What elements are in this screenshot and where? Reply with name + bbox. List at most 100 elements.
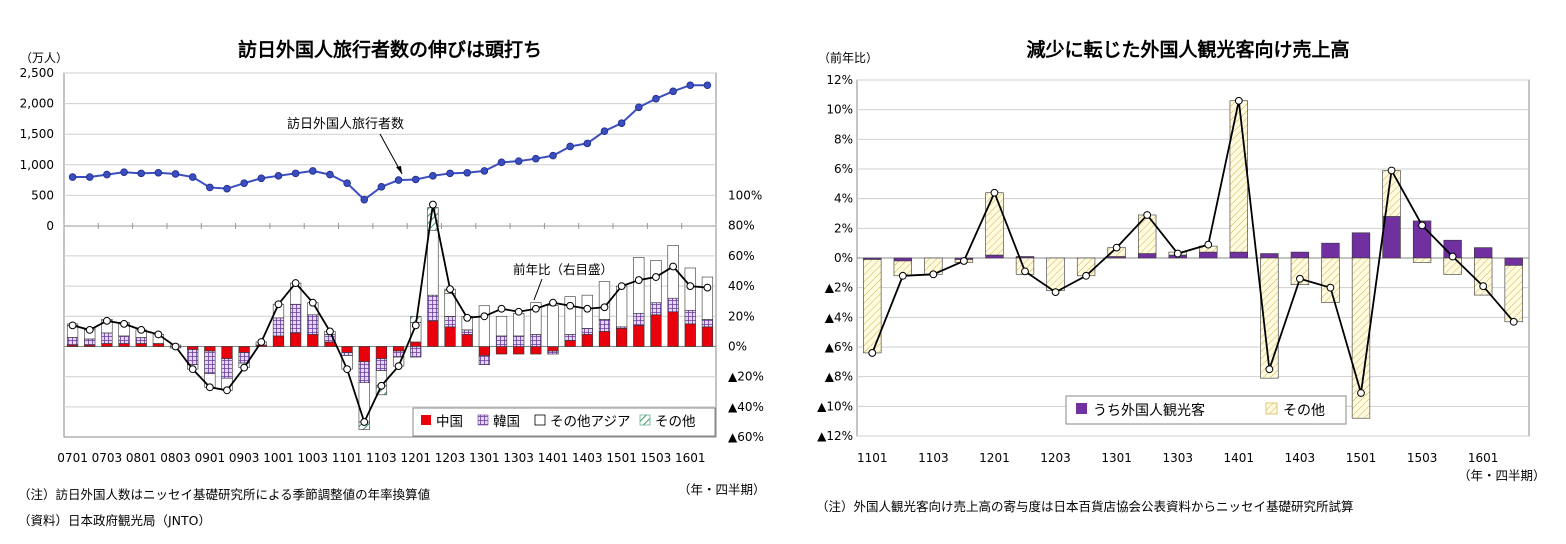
left-visitors-point	[532, 154, 540, 163]
right-yoy-point	[1082, 271, 1090, 280]
right-y-tick-label: 6%	[834, 162, 853, 176]
left-bar-segment	[530, 346, 542, 355]
right-yoy-line	[868, 96, 1518, 397]
legend-label-other: その他	[655, 414, 696, 430]
left-bar-segment	[547, 305, 559, 347]
left-visitors-point	[463, 168, 472, 177]
right-x-tick-label: 1403	[1285, 451, 1316, 465]
left-bar-segment	[118, 335, 130, 344]
right-yoy-point	[1509, 317, 1518, 326]
left-yoy-point	[652, 273, 660, 281]
left-bar-segment	[204, 350, 216, 374]
left-visitors-point	[703, 81, 712, 90]
left-bar-segment	[461, 329, 473, 335]
left-yoy-point	[85, 325, 94, 334]
left-yoy-point	[377, 381, 386, 390]
left-yoy-point	[583, 304, 592, 313]
legend-swatch-other-asia	[534, 414, 546, 426]
left-bar-segment	[392, 346, 405, 352]
left-bar-segment	[598, 281, 611, 320]
left-chart: 訪日外国人旅行者数の伸びは頭打ち （万人） 0 500 1,000 1,500 2,00…	[20, 38, 766, 497]
left-yoy-point	[326, 327, 334, 336]
left-x-tick-label: 1403	[572, 451, 603, 465]
left-yoy-point	[411, 321, 420, 330]
right-bar-foreign	[1199, 251, 1218, 259]
left-x-tick-label: 1303	[503, 451, 534, 465]
left-visitors-point	[617, 119, 626, 127]
left-visitors-point	[583, 139, 592, 148]
left-x-tick-label: 0903	[229, 451, 260, 465]
left-bar-segment	[684, 323, 696, 347]
left-visitors-point	[223, 184, 231, 193]
left-bar-segment	[444, 326, 456, 347]
left-bar-segment	[650, 314, 662, 347]
left-yoy-point	[223, 386, 231, 395]
left-bar-segment	[616, 285, 628, 328]
left-bar-segment	[547, 346, 559, 352]
left-bar-segment	[135, 337, 147, 344]
legend-label-other-r: その他	[1283, 403, 1325, 419]
left-yoy-point	[497, 304, 506, 313]
left-visitors-polyline	[72, 84, 708, 201]
left-bar-segment	[135, 343, 147, 347]
left-yoy-point	[240, 363, 249, 372]
left-yoy-point	[188, 365, 197, 374]
right-yoy-point	[1448, 252, 1457, 261]
left-bar-segment	[101, 343, 113, 347]
left-bar-segment	[701, 276, 714, 320]
left-yoy-point	[154, 330, 163, 339]
legend-label-korea: 韓国	[493, 414, 520, 430]
left-x-tick-label: 1503	[641, 451, 672, 465]
left-bar-segment	[341, 346, 353, 353]
right-x-tick-labels: 1101 1103 1201 1203 1301 1303 1401 1403 1501 1503…	[857, 451, 1498, 465]
right-y-tick-label: 2%	[834, 221, 853, 235]
left-visitors-point	[360, 195, 369, 204]
left-note: （注）訪日外国人数はニッセイ基礎研究所による季節調整値の年率換算値	[18, 487, 431, 502]
right-bar-foreign	[1290, 251, 1310, 259]
left-y-tick-label-right: 100%	[728, 189, 762, 203]
right-y-tick-label: ▲4%	[825, 310, 853, 324]
right-yoy-point	[1204, 240, 1213, 249]
left-y-tick-label-right: ▲20%	[728, 370, 764, 384]
right-bar-foreign	[1138, 253, 1157, 259]
left-visitors-point	[137, 169, 146, 178]
left-bar-segment	[581, 334, 593, 347]
left-bar-segment	[118, 343, 130, 347]
left-y-ticks-right: ▲60% ▲40% ▲20% 0% 20% 40% 60% 80% 100%	[728, 189, 764, 445]
left-visitors-point	[103, 170, 111, 179]
right-note: （注）外国人観光客向け売上高の寄与度は日本百貨店協会公表資料からニッセイ基礎研究…	[816, 499, 1354, 514]
left-bar-segment	[701, 326, 714, 347]
left-bar-segment	[684, 309, 696, 325]
right-y-tick-label: ▲8%	[825, 370, 853, 384]
right-bar-other	[1321, 257, 1340, 303]
left-visitors-point	[240, 179, 248, 187]
right-bar-foreign	[1474, 247, 1493, 259]
left-annotation-visitors: 訪日外国人旅行者数	[287, 116, 404, 132]
left-visitors-point	[291, 169, 300, 178]
legend-label-china: 中国	[436, 414, 463, 430]
right-yoy-point	[990, 188, 999, 197]
left-yoy-point	[686, 282, 695, 291]
left-x-tick-label: 1103	[366, 451, 397, 465]
right-y-tick-label: 10%	[826, 103, 853, 117]
left-y-tick-label: 1,000	[20, 158, 54, 172]
right-yoy-point	[1479, 282, 1488, 291]
left-visitors-point	[480, 167, 489, 175]
left-bar-segment	[341, 352, 353, 356]
left-bar-segment	[564, 334, 576, 341]
left-bar-segment	[598, 319, 611, 332]
left-y-tick-label-right: ▲60%	[728, 430, 764, 444]
left-bar-segment	[410, 346, 422, 358]
left-y-tick-label-right: 80%	[728, 219, 755, 233]
left-bar-segment	[495, 346, 508, 355]
left-visitors-point	[446, 169, 454, 178]
left-bar-segment	[478, 346, 490, 356]
left-bar-segment	[324, 341, 336, 347]
left-bar-segment	[513, 312, 525, 337]
left-visitors-line	[68, 81, 712, 204]
legend-swatch-other	[639, 414, 651, 426]
right-x-tick-label: 1101	[857, 451, 888, 465]
left-bar-segment	[272, 335, 285, 347]
left-bar-segment	[513, 346, 525, 355]
